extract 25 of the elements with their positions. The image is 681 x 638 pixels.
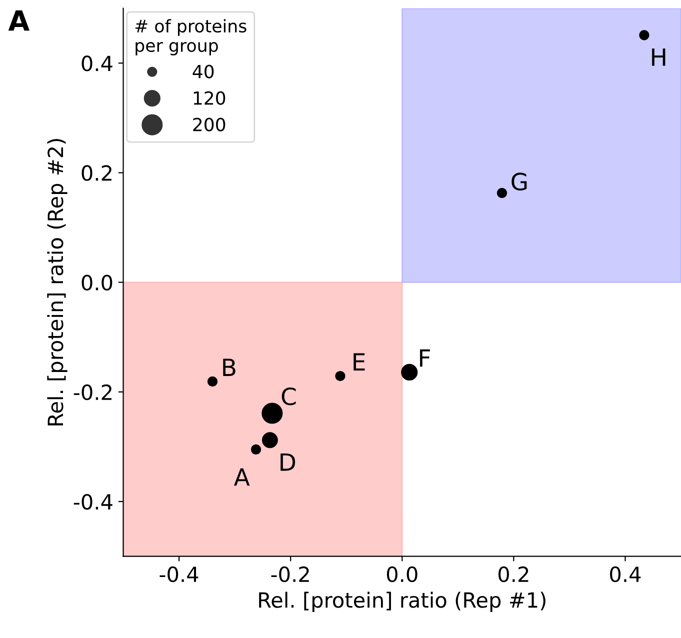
legend-label: 200 — [193, 118, 226, 132]
y-tick-label: 0.4 — [82, 56, 112, 72]
legend-label: 40 — [192, 64, 214, 78]
text: A — [8, 10, 30, 31]
x-tick-label: -0.2 — [271, 566, 309, 582]
x-tick-label: 0.2 — [498, 566, 528, 582]
x-tick-label: 0.0 — [386, 566, 418, 582]
y-tick-label: 0.0 — [82, 274, 112, 291]
x-axis-title: Rel. [protein] ratio (Rep #1) — [259, 592, 546, 612]
legend-label: 120 — [194, 91, 226, 105]
x-tick-label: 0.4 — [610, 566, 641, 582]
annotation: E — [354, 353, 365, 370]
annotation: D — [280, 453, 296, 471]
y-tick-label: 0.2 — [82, 165, 112, 181]
annotation: H — [652, 48, 666, 66]
annotation: F — [420, 349, 430, 367]
y-tick-label: -0.2 — [74, 384, 112, 400]
y-tick-label: -0.4 — [74, 494, 112, 510]
y-axis-title: Rel. [protein] ratio (Rep #2) — [47, 139, 68, 426]
legend-title: # of proteins per group — [135, 19, 246, 56]
annotation: A — [234, 468, 250, 486]
annotation: C — [282, 387, 296, 406]
annotation: B — [223, 358, 236, 376]
annotation: G — [512, 172, 527, 191]
x-tick-label: -0.4 — [160, 566, 198, 582]
